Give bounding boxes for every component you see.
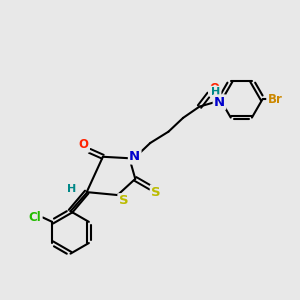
Text: Cl: Cl [29,211,41,224]
Text: S: S [119,194,128,207]
Text: N: N [129,150,140,163]
Text: O: O [79,139,89,152]
Text: O: O [209,82,219,95]
Text: S: S [151,186,161,199]
Text: H: H [67,184,76,194]
Text: H: H [211,87,220,97]
Text: N: N [214,96,225,109]
Text: Br: Br [267,93,282,106]
